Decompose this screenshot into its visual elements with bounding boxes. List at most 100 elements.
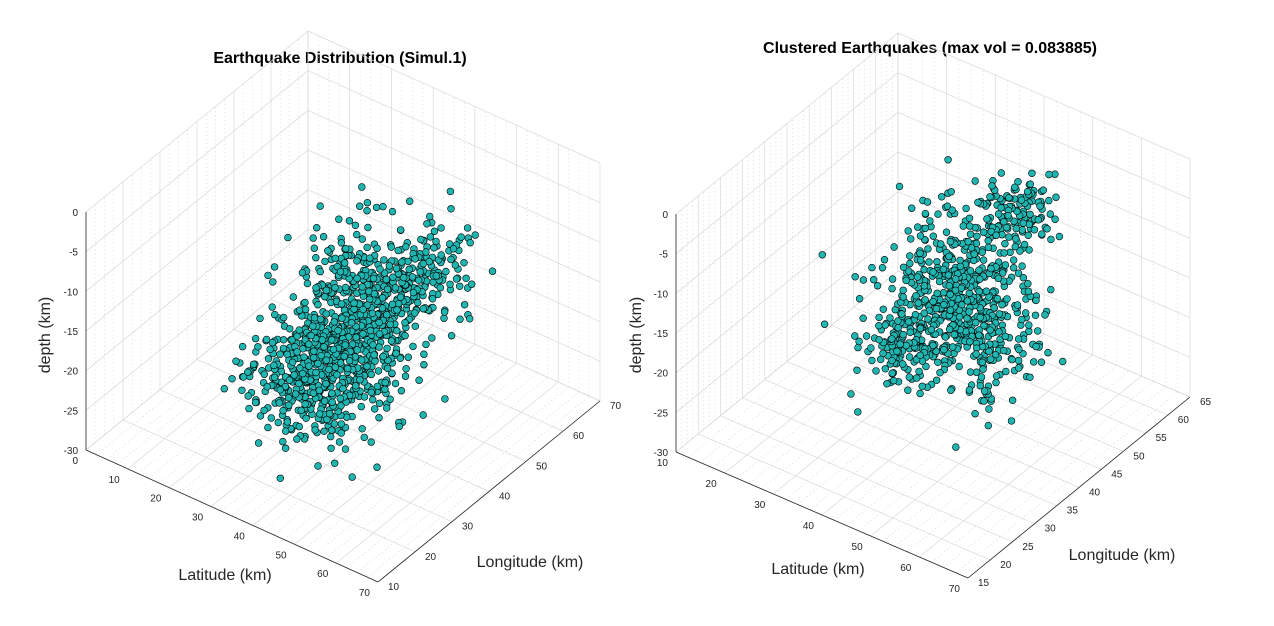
data-point (232, 357, 240, 365)
data-point (319, 233, 328, 241)
data-point (321, 257, 329, 266)
data-point (447, 332, 456, 340)
data-point (1011, 183, 1019, 191)
data-point (360, 433, 368, 442)
data-point (886, 314, 894, 322)
data-point (933, 289, 941, 297)
data-point (992, 378, 1000, 387)
data-point (315, 386, 323, 395)
data-point (1014, 335, 1023, 343)
y-tick-label: 20 (425, 552, 437, 563)
data-point (879, 305, 887, 313)
data-point (895, 182, 904, 191)
data-point (985, 405, 993, 413)
data-point (353, 230, 361, 239)
data-point (906, 328, 914, 336)
data-point (452, 275, 461, 283)
data-point (254, 343, 262, 351)
data-point (818, 251, 826, 259)
grid-line (742, 397, 1035, 525)
data-point (980, 397, 988, 405)
data-point (254, 439, 263, 447)
data-point (466, 315, 474, 323)
data-point (312, 254, 320, 262)
data-point (309, 322, 317, 330)
grid-line (122, 419, 416, 553)
data-point (331, 363, 339, 371)
data-point (998, 301, 1006, 309)
data-point (428, 295, 437, 303)
data-point (899, 286, 907, 294)
grid-line (159, 389, 453, 522)
data-point (940, 301, 948, 309)
z-tick-label: 0 (662, 210, 668, 221)
z-tick-label: -15 (64, 327, 79, 338)
data-point (1004, 211, 1012, 220)
data-point (881, 321, 889, 329)
data-point (820, 320, 829, 328)
data-point (305, 340, 313, 348)
data-point (276, 474, 284, 482)
data-point (373, 382, 382, 391)
data-point (929, 232, 937, 240)
data-point (322, 286, 330, 294)
data-point (398, 258, 406, 266)
data-point (456, 315, 464, 323)
data-point (330, 318, 338, 326)
grid-line (675, 151, 899, 334)
data-point (851, 273, 859, 281)
data-point (367, 388, 375, 396)
data-point (876, 355, 885, 364)
data-point (309, 389, 318, 397)
data-point (281, 427, 290, 435)
data-point (916, 351, 924, 359)
data-point (387, 337, 396, 345)
data-point (976, 275, 984, 283)
data-point (420, 350, 428, 358)
data-point (341, 283, 350, 292)
data-point (1008, 355, 1016, 364)
data-point (404, 257, 412, 266)
data-point (283, 418, 292, 426)
x-tick-label: 70 (949, 584, 961, 595)
data-point (393, 327, 401, 335)
grid-line (85, 268, 309, 451)
data-point (945, 325, 954, 333)
data-point (313, 224, 321, 232)
data-point (1026, 180, 1035, 188)
grid-line (897, 72, 1191, 199)
data-point (345, 217, 354, 225)
y-tick-label: 70 (610, 401, 622, 412)
data-point (966, 230, 975, 239)
x-axis-line (85, 449, 379, 583)
data-point (415, 376, 423, 384)
data-point (367, 438, 375, 446)
data-point (875, 336, 883, 344)
data-point (327, 444, 335, 452)
data-point (913, 223, 922, 231)
data-point (293, 435, 301, 443)
data-point (855, 295, 864, 303)
data-point (336, 359, 345, 367)
data-point (1029, 358, 1038, 366)
data-point (1032, 296, 1040, 305)
data-point (324, 247, 332, 255)
data-point (893, 347, 901, 355)
data-point (238, 386, 246, 394)
data-point (353, 346, 361, 354)
data-point (393, 306, 401, 314)
data-point (396, 293, 405, 301)
data-point (311, 426, 319, 434)
data-point (382, 275, 390, 284)
y-tick-label: 60 (573, 431, 585, 442)
data-point (369, 341, 377, 349)
data-point (944, 156, 952, 164)
data-point (902, 276, 910, 285)
data-point (875, 313, 883, 322)
data-point (945, 252, 953, 261)
data-point (363, 207, 371, 215)
data-point (383, 311, 391, 319)
data-point (397, 387, 406, 395)
data-point (339, 385, 347, 393)
data-point (868, 356, 876, 365)
